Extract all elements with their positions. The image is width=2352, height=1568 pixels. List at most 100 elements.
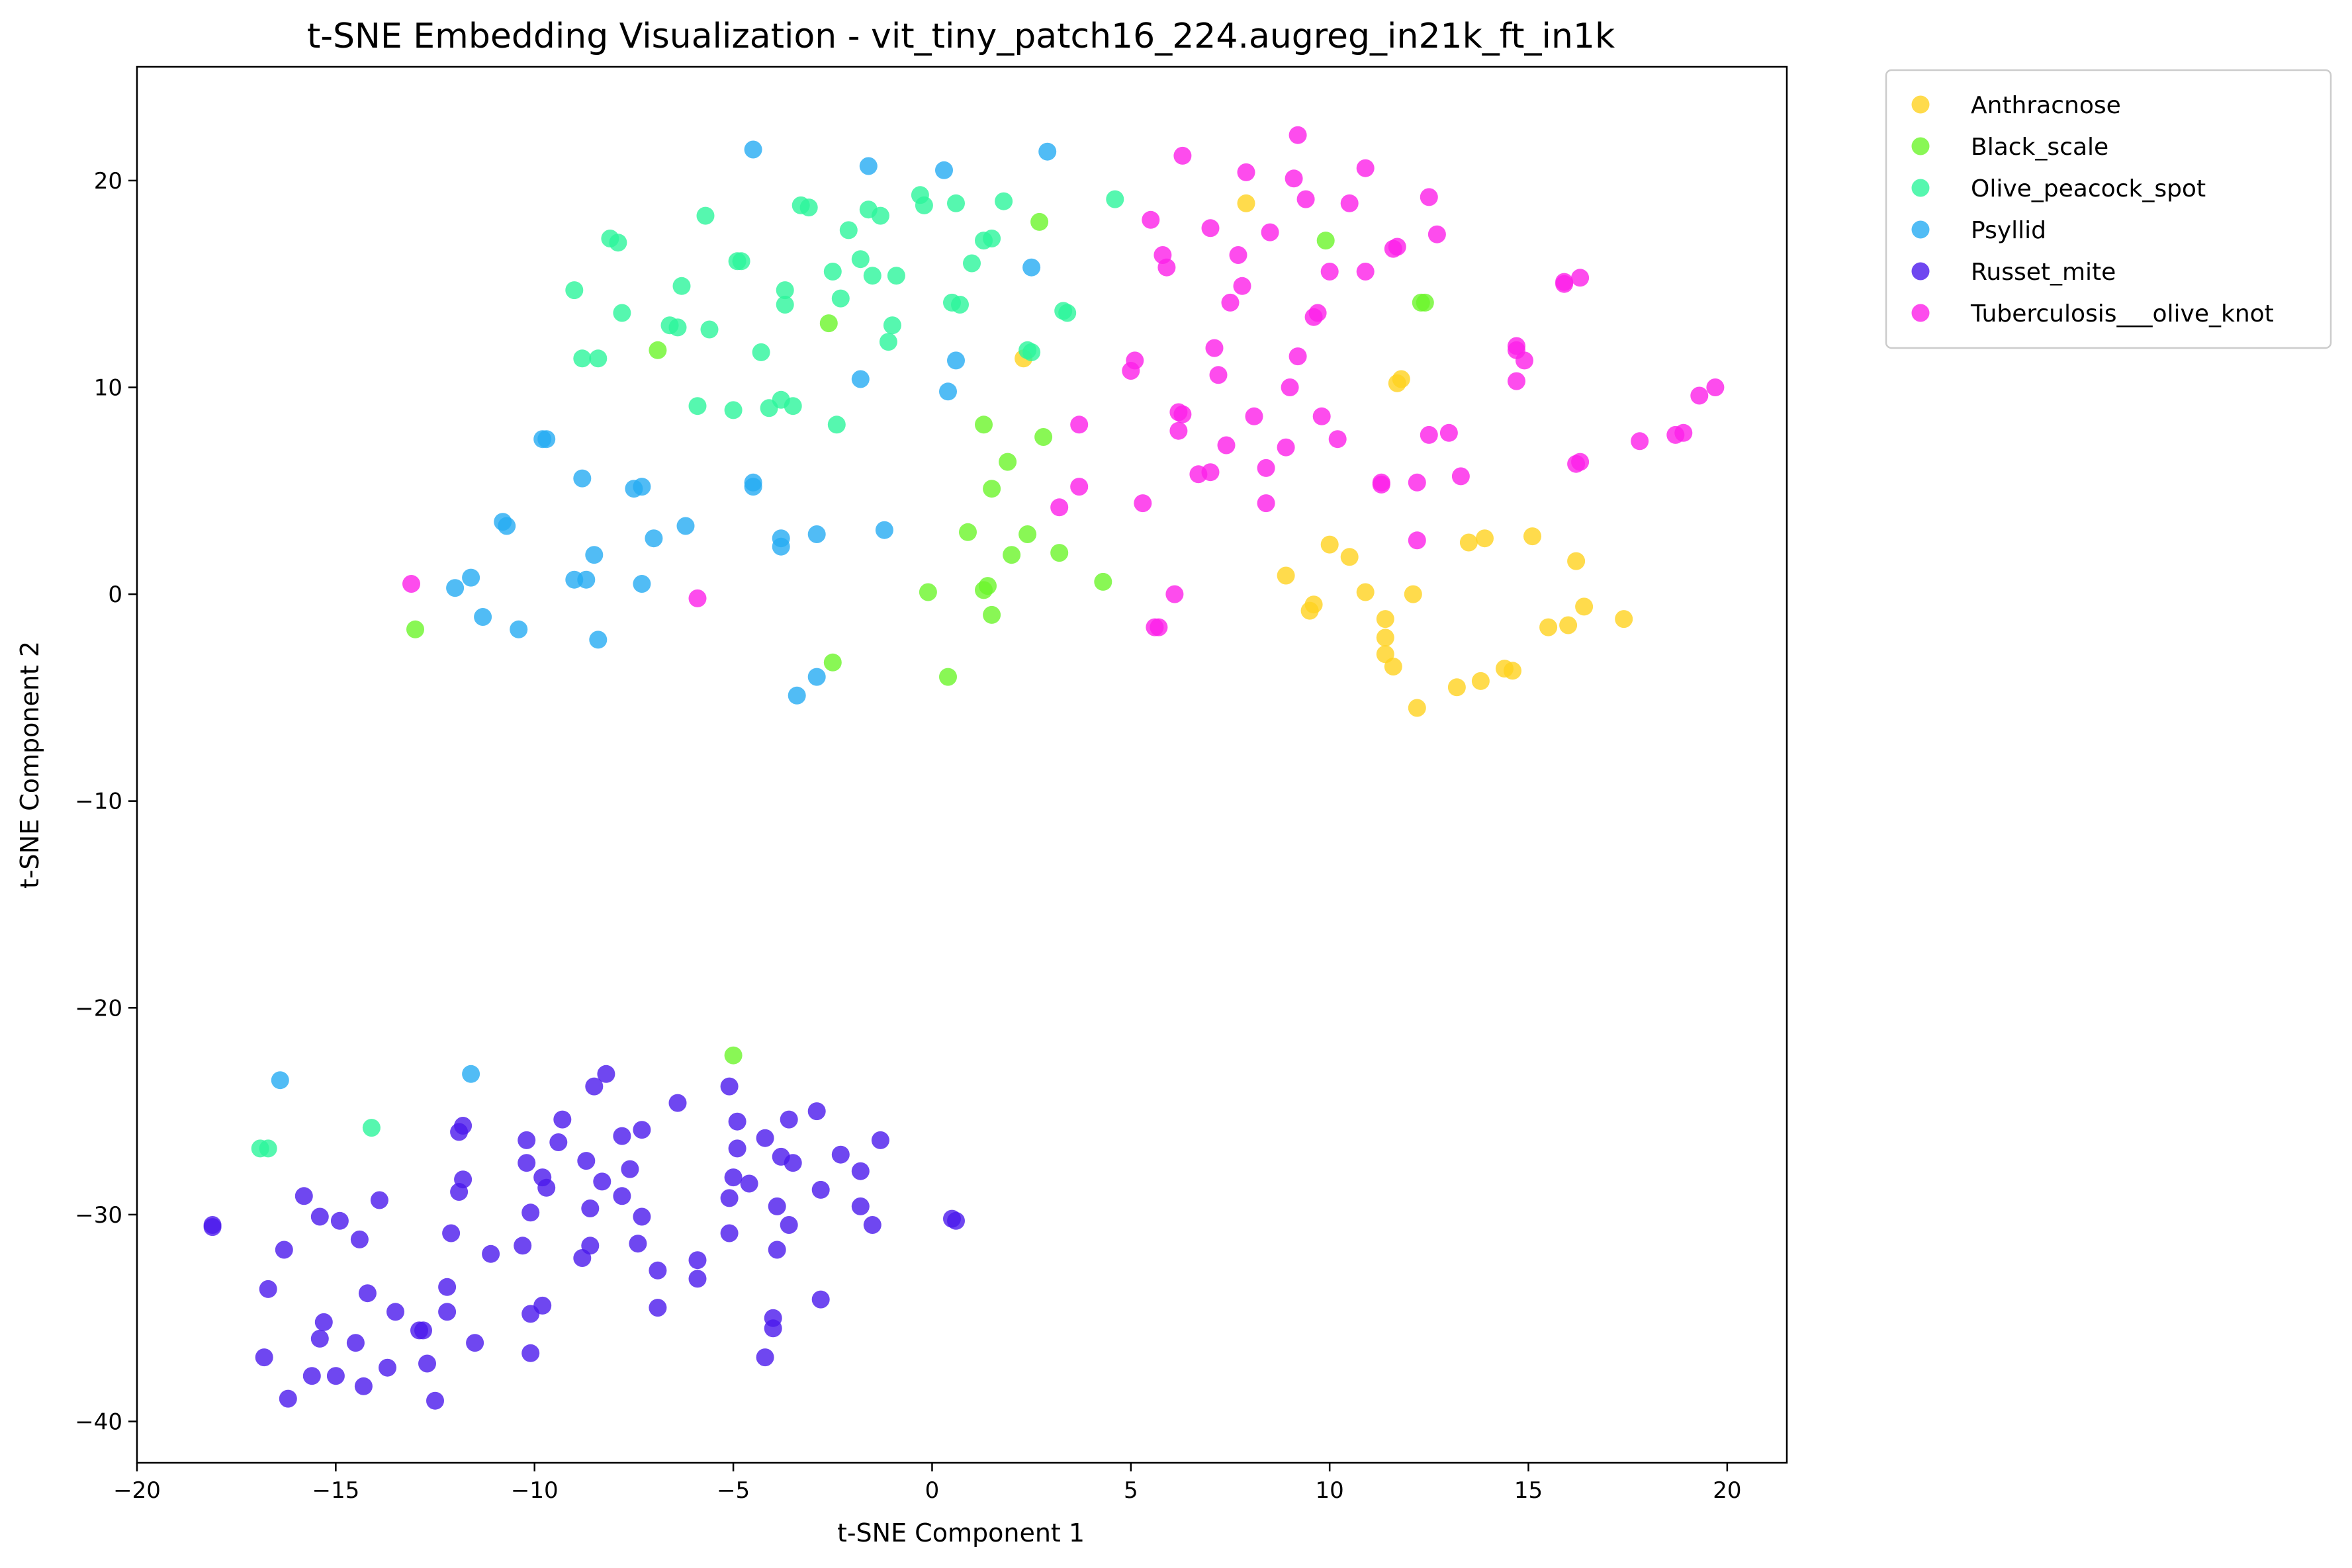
data-point — [1038, 142, 1057, 161]
data-point — [983, 230, 1001, 247]
data-point — [350, 1230, 369, 1248]
data-point — [1106, 190, 1124, 208]
legend-marker — [1911, 95, 1930, 114]
data-point — [275, 1241, 293, 1259]
data-point — [724, 401, 743, 419]
data-point — [573, 1249, 592, 1267]
data-point — [724, 1046, 743, 1065]
data-point — [362, 1119, 381, 1137]
data-point — [1416, 293, 1434, 312]
data-point — [1058, 304, 1077, 322]
data-point — [549, 1133, 568, 1151]
data-point — [418, 1354, 436, 1373]
data-point — [720, 1224, 739, 1242]
data-point — [613, 1127, 631, 1145]
data-point — [963, 254, 981, 273]
data-point — [1404, 585, 1422, 603]
data-point — [1169, 403, 1188, 421]
data-point — [482, 1244, 500, 1263]
data-point — [879, 333, 897, 351]
x-tick-label: 5 — [1124, 1477, 1138, 1504]
data-point — [1308, 304, 1327, 322]
data-point — [720, 1077, 739, 1096]
data-point — [294, 1187, 313, 1205]
data-point — [346, 1334, 365, 1352]
data-point — [1575, 597, 1594, 616]
data-point — [426, 1391, 444, 1410]
data-point — [995, 192, 1013, 210]
data-point — [688, 589, 707, 607]
data-point — [581, 1199, 600, 1217]
legend-item: Olive_peacock_spot — [1911, 175, 2206, 202]
x-axis-label: t-SNE Component 1 — [837, 1518, 1085, 1547]
data-point — [629, 1235, 647, 1253]
legend: Anthracnose Black_scale Olive_peacock_spot… — [1885, 69, 2332, 349]
data-point — [1376, 629, 1394, 647]
data-point — [819, 314, 838, 333]
data-point — [379, 1358, 396, 1377]
data-point — [633, 1121, 651, 1139]
data-point — [474, 608, 492, 626]
data-point — [871, 206, 889, 225]
data-point — [518, 1154, 536, 1172]
y-tick-label: −40 — [75, 1409, 122, 1435]
y-tick-label: −30 — [75, 1202, 122, 1229]
data-point — [1277, 438, 1295, 457]
data-point — [823, 653, 842, 672]
data-point — [438, 1303, 457, 1321]
data-point — [811, 1290, 830, 1309]
data-point — [863, 1216, 882, 1234]
data-point — [1050, 544, 1069, 562]
data-point — [259, 1280, 277, 1298]
data-point — [827, 415, 846, 434]
data-point — [1447, 678, 1466, 697]
data-point — [939, 668, 957, 686]
data-point — [760, 399, 778, 417]
data-point — [811, 1180, 830, 1199]
legend-label: Russet_mite — [1971, 259, 2116, 286]
data-point — [1022, 343, 1041, 361]
data-point — [414, 1321, 432, 1340]
data-point — [1257, 494, 1275, 513]
data-point — [498, 517, 516, 535]
data-point — [1356, 159, 1375, 177]
data-point — [613, 304, 631, 322]
x-tick-label: −5 — [717, 1477, 750, 1504]
data-point — [1356, 263, 1375, 281]
data-point — [1022, 258, 1041, 277]
data-point — [271, 1071, 289, 1090]
data-point — [1320, 263, 1339, 281]
data-point — [947, 1211, 965, 1230]
series-Black_scale — [406, 212, 1434, 1065]
data-point — [688, 1270, 707, 1288]
data-point — [1070, 415, 1089, 434]
data-point — [1508, 372, 1525, 390]
series-Olive_peacock_spot — [251, 186, 1124, 1158]
data-point — [1034, 428, 1053, 446]
data-point — [593, 1172, 611, 1191]
data-point — [668, 318, 687, 337]
data-point — [462, 568, 480, 587]
data-point — [875, 521, 893, 539]
y-tick-label: 20 — [94, 168, 122, 195]
data-point — [633, 1207, 651, 1226]
series-Russet_mite — [203, 1065, 965, 1410]
data-point — [589, 349, 608, 368]
data-point — [1408, 699, 1426, 717]
data-point — [728, 1139, 746, 1158]
plot-frame — [136, 65, 1788, 1464]
data-point — [863, 267, 882, 285]
data-point — [553, 1110, 572, 1129]
x-tick-label: −10 — [511, 1477, 559, 1504]
legend-item: Black_scale — [1911, 134, 2108, 161]
data-point — [732, 252, 750, 271]
data-point — [1420, 425, 1438, 444]
data-point — [752, 343, 770, 361]
data-point — [406, 620, 424, 638]
data-point — [756, 1348, 774, 1367]
data-point — [1427, 225, 1446, 243]
data-point — [565, 281, 584, 300]
data-point — [585, 546, 604, 564]
x-tick-label: 15 — [1514, 1477, 1543, 1504]
points-layer — [203, 126, 1725, 1410]
